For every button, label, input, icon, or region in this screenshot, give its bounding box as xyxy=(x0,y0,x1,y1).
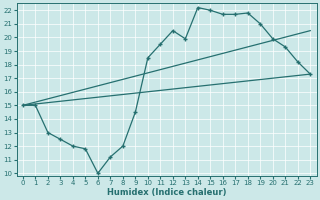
X-axis label: Humidex (Indice chaleur): Humidex (Indice chaleur) xyxy=(107,188,226,197)
